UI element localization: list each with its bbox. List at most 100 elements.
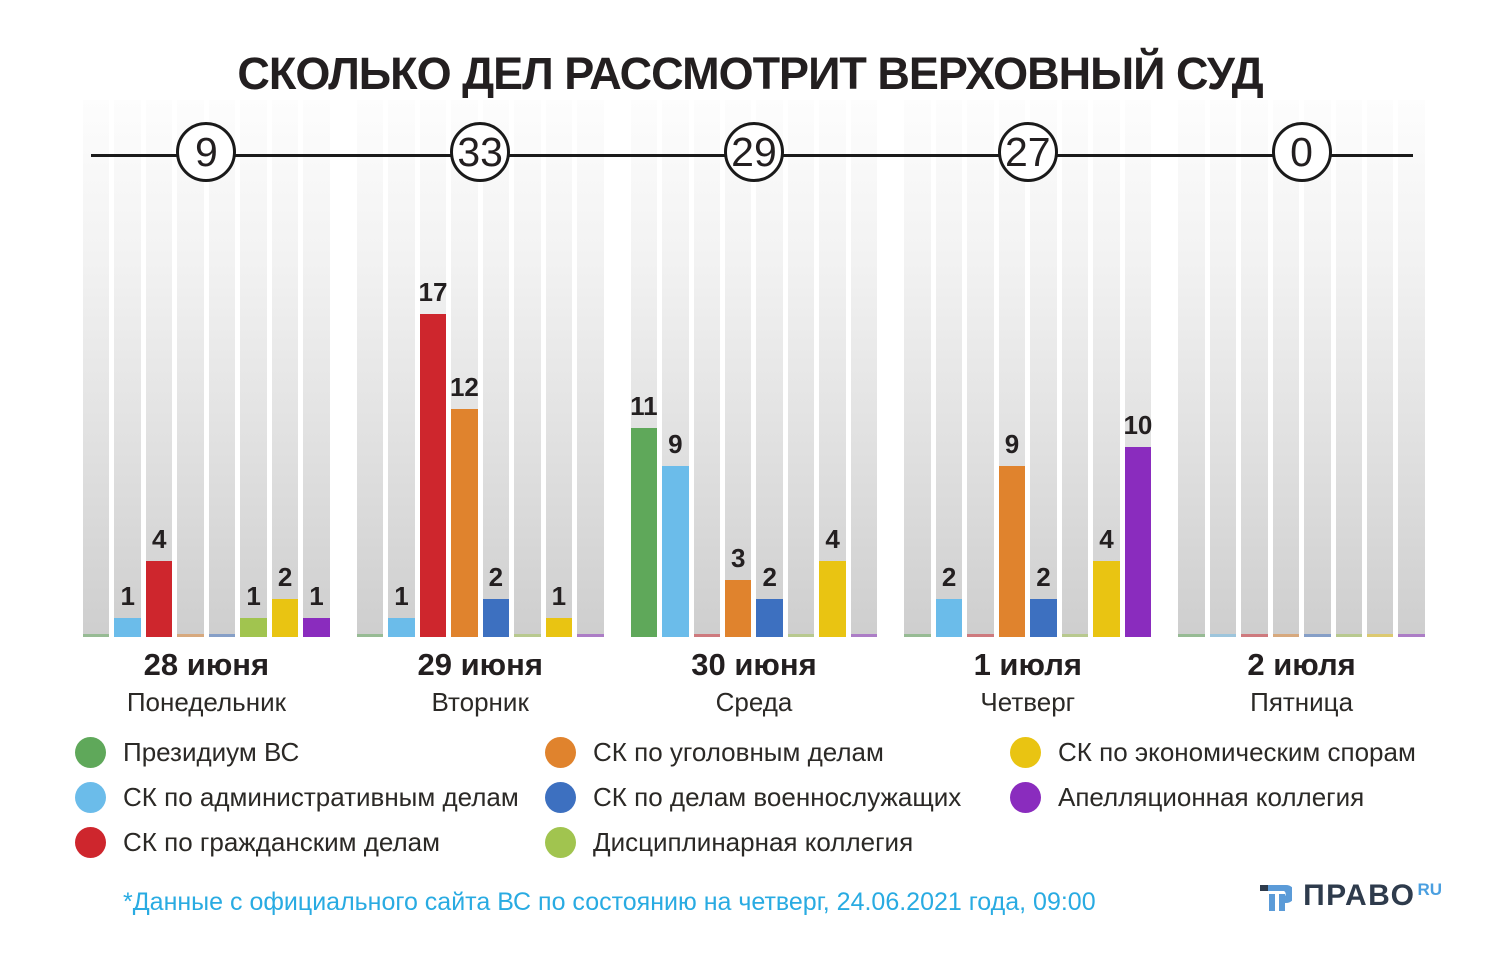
bar-value-label: 1: [120, 581, 135, 611]
column-track: 11: [630, 100, 658, 637]
bar: [356, 634, 384, 637]
column-track: [967, 100, 994, 637]
day-group: 33 1 17 12 2 1 29 июня Вторник: [356, 100, 604, 718]
brand-name: ПРАВО: [1303, 879, 1416, 912]
bar: [1030, 599, 1057, 637]
column-track: [1304, 100, 1331, 637]
bar: [850, 634, 878, 637]
column-track: [356, 100, 384, 637]
bar: [1367, 634, 1394, 637]
page-title: СКОЛЬКО ДЕЛ РАССМОТРИТ ВЕРХОВНЫЙ СУД: [237, 48, 1263, 99]
bar-value-label: 1: [394, 581, 409, 611]
legend-label: СК по уголовным делам: [593, 737, 884, 767]
legend-item: СК по гражданским делам: [75, 827, 519, 858]
legend-label: Дисциплинарная коллегия: [593, 827, 914, 857]
pravo-ru-logo-icon: [1260, 885, 1293, 911]
day-total-badge: 27: [997, 122, 1058, 182]
legend-item: Дисциплинарная коллегия: [545, 827, 961, 858]
bar: [819, 561, 846, 637]
bar: [725, 580, 752, 637]
legend-column: СК по уголовным делам СК по делам военнос…: [545, 737, 961, 858]
bar: [114, 618, 141, 637]
bar-value-label: 1: [309, 581, 324, 611]
legend-swatch-circle: [1010, 737, 1041, 768]
column-track: 1: [303, 100, 330, 637]
bar-value-label: 10: [1123, 410, 1153, 440]
legend: Президиум ВС СК по административным делам…: [75, 737, 1465, 872]
bar: [1093, 561, 1120, 637]
column-track: [693, 100, 720, 637]
column-track: [1178, 100, 1205, 637]
column-track: 2: [271, 100, 299, 637]
bar-value-label: 2: [941, 562, 957, 592]
legend-swatch-circle: [75, 737, 106, 768]
bar: [240, 618, 267, 637]
footnote: *Данные с официального сайта ВС по состо…: [123, 888, 1096, 916]
bar-value-label: 4: [1099, 524, 1114, 554]
day-group: 9 1 4 1 2 1 28 июня Понедельник: [83, 100, 330, 718]
bar-columns: 2 9 2 4 10: [904, 100, 1152, 637]
legend-label: СК по экономическим спорам: [1058, 737, 1416, 767]
column-track: [1272, 100, 1300, 637]
bar-value-label: 17: [418, 277, 448, 307]
bar-columns: [1178, 100, 1425, 637]
logo: ПРАВО RU: [1260, 880, 1442, 913]
column-track: 2: [756, 100, 783, 637]
date-label: 29 июня: [417, 647, 543, 682]
column-track: 3: [725, 100, 752, 637]
bar: [693, 634, 720, 637]
bar-value-label: 1: [246, 581, 261, 611]
bar: [1178, 634, 1205, 637]
day-group: 27 2 9 2 4 10 1 июля Четверг: [904, 100, 1152, 718]
column-track: 4: [819, 100, 846, 637]
bar: [1272, 634, 1300, 637]
column-track: 4: [145, 100, 173, 637]
legend-label: СК по административным делам: [123, 782, 519, 812]
column-track: 2: [935, 100, 963, 637]
bar: [83, 634, 110, 637]
bar: [662, 466, 689, 637]
column-track: [83, 100, 110, 637]
day-total-badge: 33: [450, 122, 511, 182]
day-groups: 9 1 4 1 2 1 28 июня Понедельник 33 1 17 12 2 1 29 июня…: [83, 100, 1425, 718]
column-track: [208, 100, 236, 637]
legend-item: СК по экономическим спорам: [1010, 737, 1416, 768]
bar: [545, 618, 573, 637]
column-track: [904, 100, 931, 637]
legend-swatch-circle: [1010, 782, 1041, 813]
bar: [1124, 447, 1152, 637]
bar: [482, 599, 510, 637]
legend-item: СК по делам военнослужащих: [545, 782, 961, 813]
column-track: [1335, 100, 1362, 637]
bar-value-label: 11: [630, 391, 658, 421]
legend-swatch-circle: [545, 737, 576, 768]
legend-item: СК по уголовным делам: [545, 737, 961, 768]
legend-item: Апелляционная коллегия: [1010, 782, 1416, 813]
bar: [1209, 634, 1237, 637]
legend-item: Президиум ВС: [75, 737, 519, 768]
brand-suffix: RU: [1417, 880, 1442, 899]
legend-column: СК по экономическим спорам Апелляционная …: [1010, 737, 1416, 813]
column-track: 1: [240, 100, 267, 637]
column-track: [1209, 100, 1237, 637]
date-label: 30 июня: [691, 647, 817, 682]
column-track: [1241, 100, 1268, 637]
bar: [419, 314, 447, 637]
column-track: 12: [450, 100, 479, 637]
column-track: 2: [482, 100, 510, 637]
legend-swatch-circle: [545, 827, 576, 858]
bar: [1304, 634, 1331, 637]
bar: [998, 466, 1026, 637]
column-track: [177, 100, 204, 637]
bar-value-label: 1: [551, 581, 567, 611]
weekday-label: Пятница: [1250, 687, 1354, 717]
date-label: 2 июля: [1247, 647, 1356, 682]
bar: [1241, 634, 1268, 637]
bar: [577, 634, 604, 637]
day-total-badge: 9: [176, 122, 237, 182]
bar-value-label: 4: [825, 524, 840, 554]
bar-value-label: 2: [488, 562, 504, 592]
bar: [787, 634, 815, 637]
column-track: [850, 100, 878, 637]
